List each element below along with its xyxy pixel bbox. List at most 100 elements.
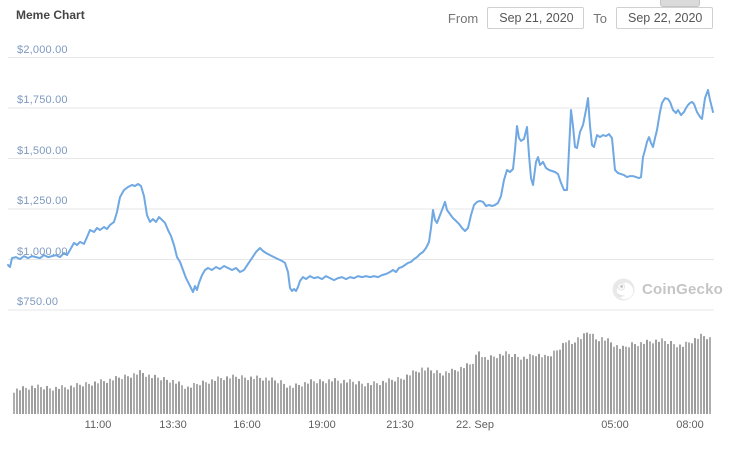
volume-bar: [268, 380, 270, 414]
x-axis-tick-label: 21:30: [386, 419, 414, 431]
volume-bar: [556, 350, 558, 414]
volume-bar: [169, 382, 171, 414]
volume-bar: [241, 375, 243, 415]
volume-bar: [196, 384, 198, 414]
volume-bar: [526, 358, 528, 414]
volume-bar: [457, 371, 459, 414]
from-label: From: [447, 10, 479, 26]
volume-bar: [22, 386, 24, 414]
date-range-controls: From To: [448, 7, 713, 29]
volume-bar: [73, 387, 75, 414]
y-axis-tick-label: $750.00: [17, 296, 59, 308]
volume-bar: [304, 382, 306, 414]
volume-bar: [379, 385, 381, 414]
volume-bar: [610, 342, 612, 414]
volume-bar: [13, 392, 15, 414]
volume-bar: [277, 383, 279, 414]
volume-bar: [589, 333, 591, 414]
volume-bar: [358, 381, 360, 414]
volume-bar: [382, 380, 384, 414]
from-date-input[interactable]: [487, 7, 585, 29]
volume-bar: [334, 378, 336, 414]
volume-bar: [442, 375, 444, 414]
volume-bar: [223, 380, 225, 414]
volume-bar: [190, 387, 192, 414]
volume-bar: [619, 348, 621, 414]
volume-bar: [658, 341, 660, 414]
volume-bar: [283, 383, 285, 414]
cropped-toolbar-button[interactable]: [660, 0, 700, 7]
volume-bar: [82, 386, 84, 414]
volume-bar: [97, 383, 99, 414]
volume-bar: [529, 354, 531, 414]
volume-bar: [79, 384, 81, 415]
x-axis-tick-label: 13:30: [159, 419, 187, 431]
volume-bar: [166, 379, 168, 414]
volume-bar: [661, 338, 663, 414]
volume-bar: [331, 381, 333, 414]
volume-bar: [181, 385, 183, 414]
y-axis-tick-label: $1,750.00: [17, 94, 68, 106]
volume-bar: [202, 380, 204, 414]
volume-bar: [226, 376, 228, 414]
volume-bar: [679, 344, 681, 414]
volume-bar: [691, 343, 693, 415]
volume-bar: [517, 356, 519, 414]
volume-bar: [613, 346, 615, 414]
volume-bar: [214, 380, 216, 414]
volume-bar: [505, 351, 507, 414]
volume-bar: [163, 377, 165, 414]
y-axis-tick-label: $1,250.00: [17, 195, 68, 207]
volume-bar: [373, 381, 375, 415]
volume-bar: [364, 386, 366, 414]
volume-bar: [670, 341, 672, 414]
volume-bar: [448, 372, 450, 414]
volume-bar: [55, 386, 57, 414]
volume-bar: [319, 379, 321, 414]
volume-bar: [67, 389, 69, 414]
volume-bar: [271, 377, 273, 414]
volume-bar: [235, 376, 237, 414]
volume-bar: [469, 364, 471, 415]
volume-bar: [61, 385, 63, 414]
volume-bar: [487, 359, 489, 415]
volume-bar: [349, 379, 351, 414]
x-axis-tick-label: 16:00: [233, 419, 261, 431]
volume-bar: [694, 338, 696, 414]
volume-bar: [508, 354, 510, 414]
volume-bar: [616, 345, 618, 414]
volume-bar: [301, 386, 303, 414]
volume-bar: [478, 351, 480, 414]
volume-bar: [151, 378, 153, 415]
volume-bar: [484, 357, 486, 414]
volume-bar: [388, 378, 390, 414]
volume-bar: [64, 387, 66, 414]
volume-bar: [28, 389, 30, 414]
volume-bar: [625, 346, 627, 415]
volume-bar: [118, 377, 120, 415]
y-axis-tick-label: $2,000.00: [17, 43, 68, 56]
volume-bar: [139, 370, 141, 415]
volume-bar: [328, 379, 330, 414]
volume-bar: [367, 383, 369, 414]
volume-bar: [16, 388, 18, 414]
volume-bar: [682, 346, 684, 415]
volume-bar: [34, 388, 36, 414]
volume-bar: [523, 356, 525, 414]
volume-bar: [211, 379, 213, 414]
volume-bar: [538, 353, 540, 414]
volume-bar: [415, 371, 417, 414]
volume-bar: [376, 383, 378, 414]
volume-bar: [343, 379, 345, 414]
volume-bar: [193, 383, 195, 414]
volume-bar: [412, 370, 414, 414]
volume-bar: [259, 377, 261, 414]
volume-bar: [187, 386, 189, 414]
volume-bar: [601, 337, 603, 414]
volume-bar: [280, 380, 282, 414]
volume-bar: [136, 374, 138, 414]
volume-bar: [94, 381, 96, 414]
to-date-input[interactable]: [616, 7, 713, 29]
volume-bar: [496, 358, 498, 415]
